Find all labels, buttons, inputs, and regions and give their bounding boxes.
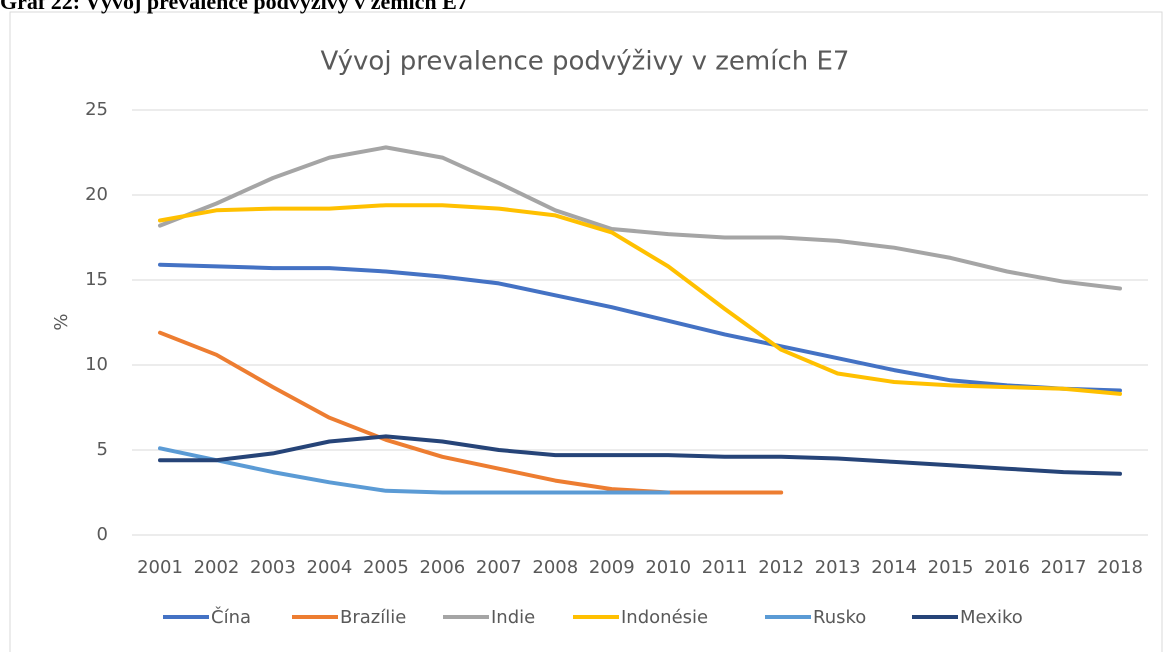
series-line [158,145,1122,291]
x-tick-label: 2016 [984,557,1030,578]
x-tick-label: 2015 [928,557,974,578]
y-tick-label: 20 [85,184,108,205]
y-tick-label: 0 [97,524,108,545]
x-tick-label: 2006 [419,557,465,578]
x-tick-label: 2011 [702,557,748,578]
caption: Graf 22: Vývoj prevalence podvýživy v ze… [0,0,468,14]
x-tick-label: 2017 [1041,557,1087,578]
legend-label: Brazílie [340,607,406,628]
x-tick-label: 2008 [532,557,578,578]
series-line [158,262,1122,393]
y-tick-label: 15 [85,269,108,290]
legend-label: Indonésie [621,607,708,628]
legend-label: Mexiko [960,607,1023,628]
series-line [158,330,784,495]
legend-label: Rusko [813,607,866,628]
x-tick-label: 2013 [815,557,861,578]
x-tick-label: 2009 [589,557,635,578]
x-tick-label: 2002 [194,557,240,578]
x-tick-label: 2007 [476,557,522,578]
x-tick-label: 2018 [1097,557,1143,578]
x-tick-label: 2004 [307,557,353,578]
series-line [158,446,671,495]
y-axis-label: % [51,313,72,330]
legend-label: Indie [491,607,535,628]
chart-frame [9,11,1163,652]
x-tick-label: 2001 [137,557,183,578]
series-line [158,203,1122,396]
chart-title: Vývoj prevalence podvýživy v zemích E7 [321,47,850,77]
y-tick-label: 5 [97,439,108,460]
y-tick-label: 25 [85,99,108,120]
y-tick-label: 10 [85,354,108,375]
x-tick-label: 2003 [250,557,296,578]
x-tick-label: 2010 [645,557,691,578]
legend-label: Čína [211,606,251,628]
x-tick-label: 2014 [871,557,917,578]
x-tick-label: 2005 [363,557,409,578]
x-tick-label: 2012 [758,557,804,578]
series-line [158,434,1122,476]
